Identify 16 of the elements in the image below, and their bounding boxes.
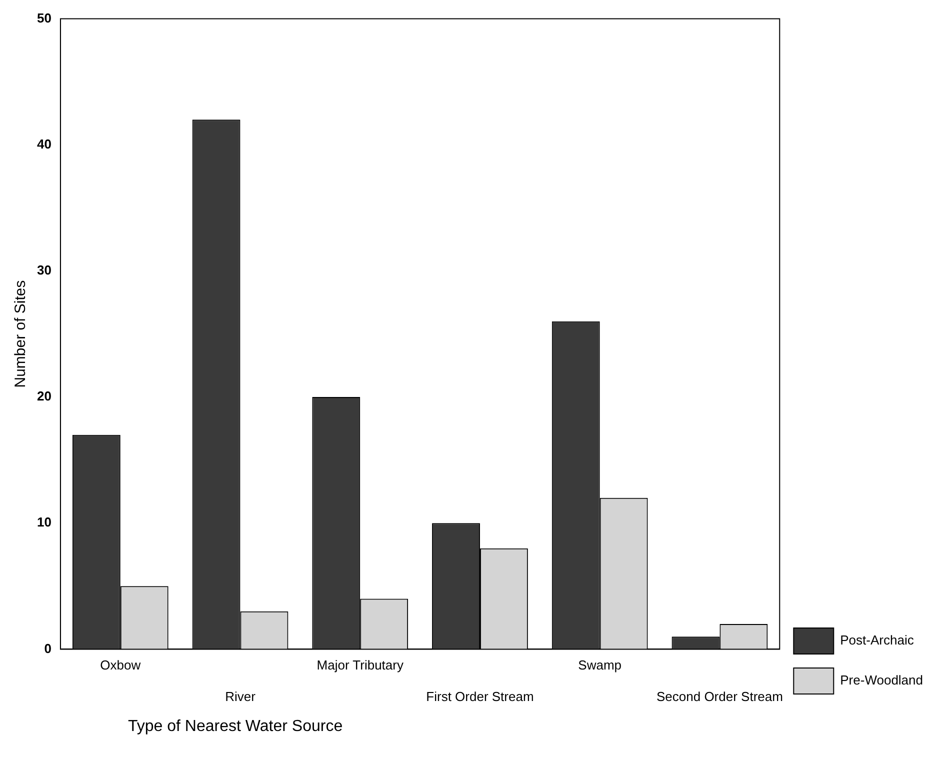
y-axis-title: Number of Sites	[12, 280, 30, 388]
y-tick-label: 10	[36, 514, 52, 530]
x-tick-label: Swamp	[578, 658, 622, 673]
x-tick-label: River	[225, 688, 256, 704]
x-tick-label: Major Tributary	[316, 658, 404, 673]
legend-label: Pre-Woodland	[840, 672, 924, 688]
x-tick-label: First Order Stream	[426, 688, 534, 704]
y-tick-label: 0	[44, 640, 52, 656]
y-tick-label: 20	[36, 388, 52, 404]
legend-label: Post-Archaic	[840, 632, 914, 648]
x-axis-title: Type of Nearest Water Source	[128, 718, 344, 736]
y-tick-label: 30	[36, 262, 52, 278]
y-tick-label: 50	[36, 10, 52, 26]
y-tick-label: 40	[36, 136, 52, 152]
x-tick-label: Oxbow	[100, 658, 142, 673]
x-tick-label: Second Order Stream	[656, 688, 783, 704]
